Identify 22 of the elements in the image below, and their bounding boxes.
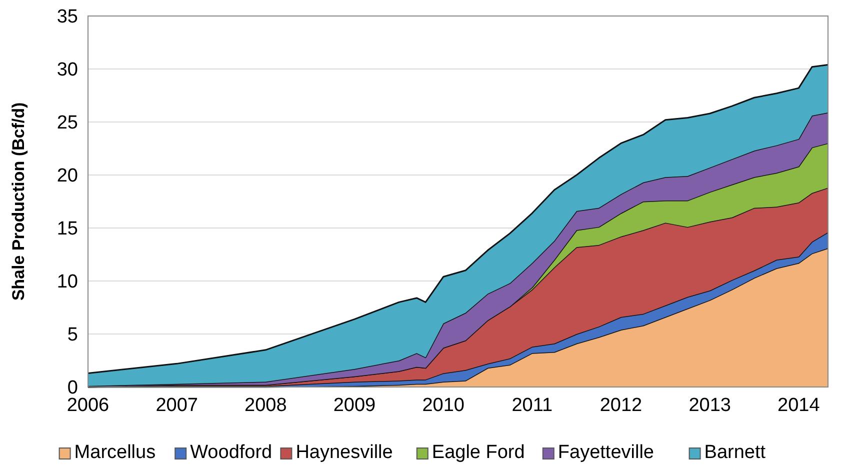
x-tick-label: 2012 bbox=[600, 395, 642, 416]
legend-label: Woodford bbox=[190, 442, 272, 463]
x-tick-label: 2011 bbox=[512, 395, 553, 416]
y-tick-label: 35 bbox=[56, 6, 78, 28]
y-tick-label: 15 bbox=[56, 218, 78, 240]
y-tick-label: 20 bbox=[56, 166, 78, 187]
legend-label: Haynesville bbox=[296, 442, 393, 463]
x-tick-label: 2009 bbox=[333, 395, 376, 416]
legend-label: Fayetteville bbox=[558, 442, 654, 463]
x-tick-label: 2014 bbox=[778, 395, 820, 416]
x-tick-label: 2010 bbox=[422, 395, 464, 416]
y-tick-label: 10 bbox=[56, 272, 78, 293]
y-tick-label: 5 bbox=[67, 324, 78, 346]
legend-label: Eagle Ford bbox=[432, 442, 525, 463]
legend-label: Barnett bbox=[704, 442, 766, 463]
y-tick-label: 30 bbox=[56, 60, 78, 81]
x-tick-label: 2008 bbox=[244, 395, 287, 416]
x-tick-label: 2013 bbox=[688, 395, 731, 416]
y-tick-label: 25 bbox=[56, 112, 78, 134]
legend-label: Marcellus bbox=[74, 442, 156, 463]
y-axis-title: Shale Production (Bcf/d) bbox=[9, 102, 28, 301]
x-tick-label: 2007 bbox=[156, 395, 198, 416]
